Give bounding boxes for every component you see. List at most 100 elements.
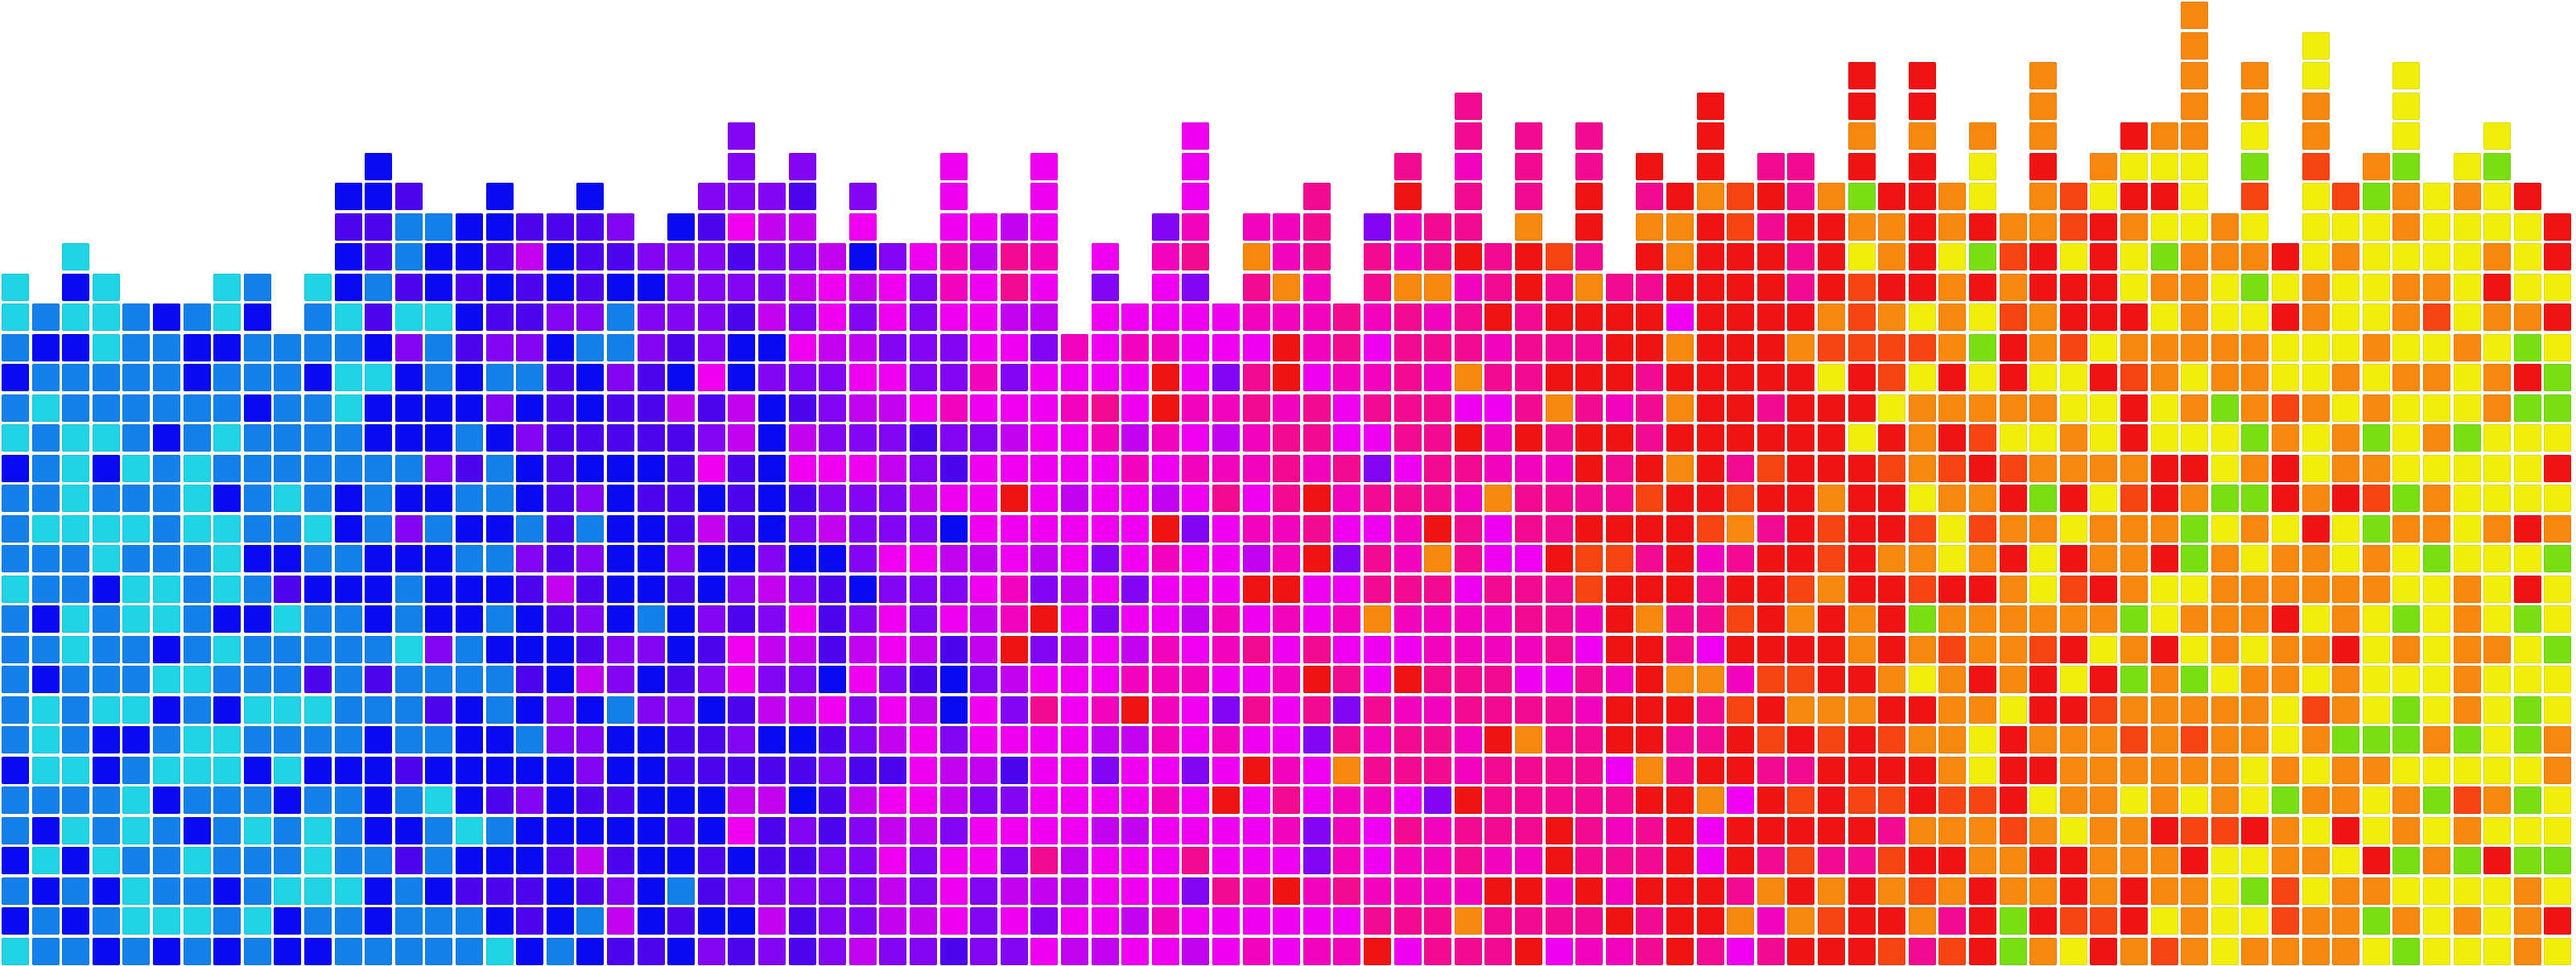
mosaic-tile [1787,937,1815,965]
mosaic-tile [939,333,968,361]
mosaic-tile [667,333,696,361]
mosaic-tile [1302,485,1331,512]
mosaic-tile [637,545,665,572]
mosaic-tile [2392,62,2421,89]
mosaic-tile [2181,605,2209,633]
mosaic-tile [1696,786,1724,814]
mosaic-tile [304,786,332,814]
mosaic-tile [1878,333,1906,361]
mosaic-tile [970,605,998,633]
mosaic-tile [1000,816,1028,844]
mosaic-tile [1938,364,1967,391]
mosaic-tile [1727,937,1755,965]
mosaic-tile [2272,394,2299,422]
mosaic-tile [2423,907,2450,935]
mosaic-tile [183,545,211,572]
mosaic-tile [1333,696,1361,724]
mosaic-tile [1605,545,1633,572]
mosaic-tile [365,575,393,603]
mosaic-tile [394,726,423,753]
mosaic-tile [1818,303,1845,331]
mosaic-tile [334,273,362,301]
mosaic-tile [728,937,756,965]
mosaic-tile [1000,756,1028,784]
mosaic-tile [788,575,816,603]
mosaic-tile [1393,907,1422,935]
mosaic-tile [607,273,634,301]
mosaic-tile [2059,786,2087,814]
mosaic-tile [243,847,271,874]
mosaic-tile [1847,213,1876,241]
mosaic-tile [2513,514,2541,543]
mosaic-tile [879,756,907,784]
mosaic-tile [2241,726,2269,753]
mosaic-tile [697,183,725,210]
mosaic-tile [213,786,242,814]
mosaic-tile [456,424,483,452]
mosaic-tile [1364,786,1391,814]
mosaic-tile [2544,545,2572,572]
mosaic-tile [365,364,393,391]
mosaic-tile [970,907,998,935]
mosaic-tile [1515,666,1542,693]
mosaic-tile [728,847,756,874]
mosaic-tile [1454,635,1482,663]
mosaic-tile [62,605,90,633]
mosaic-tile [485,937,514,965]
mosaic-tile [1091,333,1119,361]
mosaic-tile [334,726,362,753]
mosaic-tile [2,635,29,663]
mosaic-tile [1666,877,1694,905]
mosaic-tile [365,545,393,572]
mosaic-tile [485,243,514,270]
mosaic-tile [2181,31,2209,60]
mosaic-tile [1757,485,1785,512]
mosaic-tile [728,364,756,391]
mosaic-tile [1151,756,1179,784]
mosaic-tile [1091,726,1119,753]
mosaic-tile [1454,273,1482,301]
mosaic-tile [2362,847,2390,874]
mosaic-tile [334,666,362,693]
mosaic-tile [2483,786,2512,814]
mosaic-tile [1727,303,1755,331]
mosaic-tile [243,696,271,724]
mosaic-tile [879,605,907,633]
mosaic-tile [153,605,180,633]
mosaic-tile [2059,635,2087,663]
mosaic-tile [1302,907,1331,935]
mosaic-tile [153,394,180,422]
mosaic-tile [607,485,634,512]
mosaic-tile [516,877,544,905]
mosaic-tile [1999,605,2027,633]
mosaic-tile [939,877,968,905]
mosaic-tile [1636,937,1664,965]
mosaic-tile [2301,937,2330,965]
mosaic-tile [485,605,514,633]
mosaic-tile [939,394,968,422]
mosaic-tile [394,485,423,512]
mosaic-tile [2483,152,2512,180]
mosaic-tile [394,213,423,241]
mosaic-tile [1424,575,1452,603]
mosaic-tile [274,666,302,693]
mosaic-tile [1575,333,1604,361]
mosaic-tile [970,575,998,603]
mosaic-tile [1091,696,1119,724]
mosaic-tile [970,696,998,724]
mosaic-tile [2392,726,2421,753]
mosaic-tile [1182,243,1210,270]
mosaic-tile [1666,303,1694,331]
mosaic-tile [1302,514,1331,543]
mosaic-tile [2,726,29,753]
mosaic-tile [2483,454,2512,482]
mosaic-tile [879,877,907,905]
mosaic-tile [183,937,211,965]
mosaic-tile [1999,333,2027,361]
mosaic-tile [788,907,816,935]
mosaic-tile [394,303,423,331]
mosaic-tile [2029,726,2058,753]
mosaic-tile [365,485,393,512]
mosaic-tile [153,333,180,361]
mosaic-tile [456,756,483,784]
